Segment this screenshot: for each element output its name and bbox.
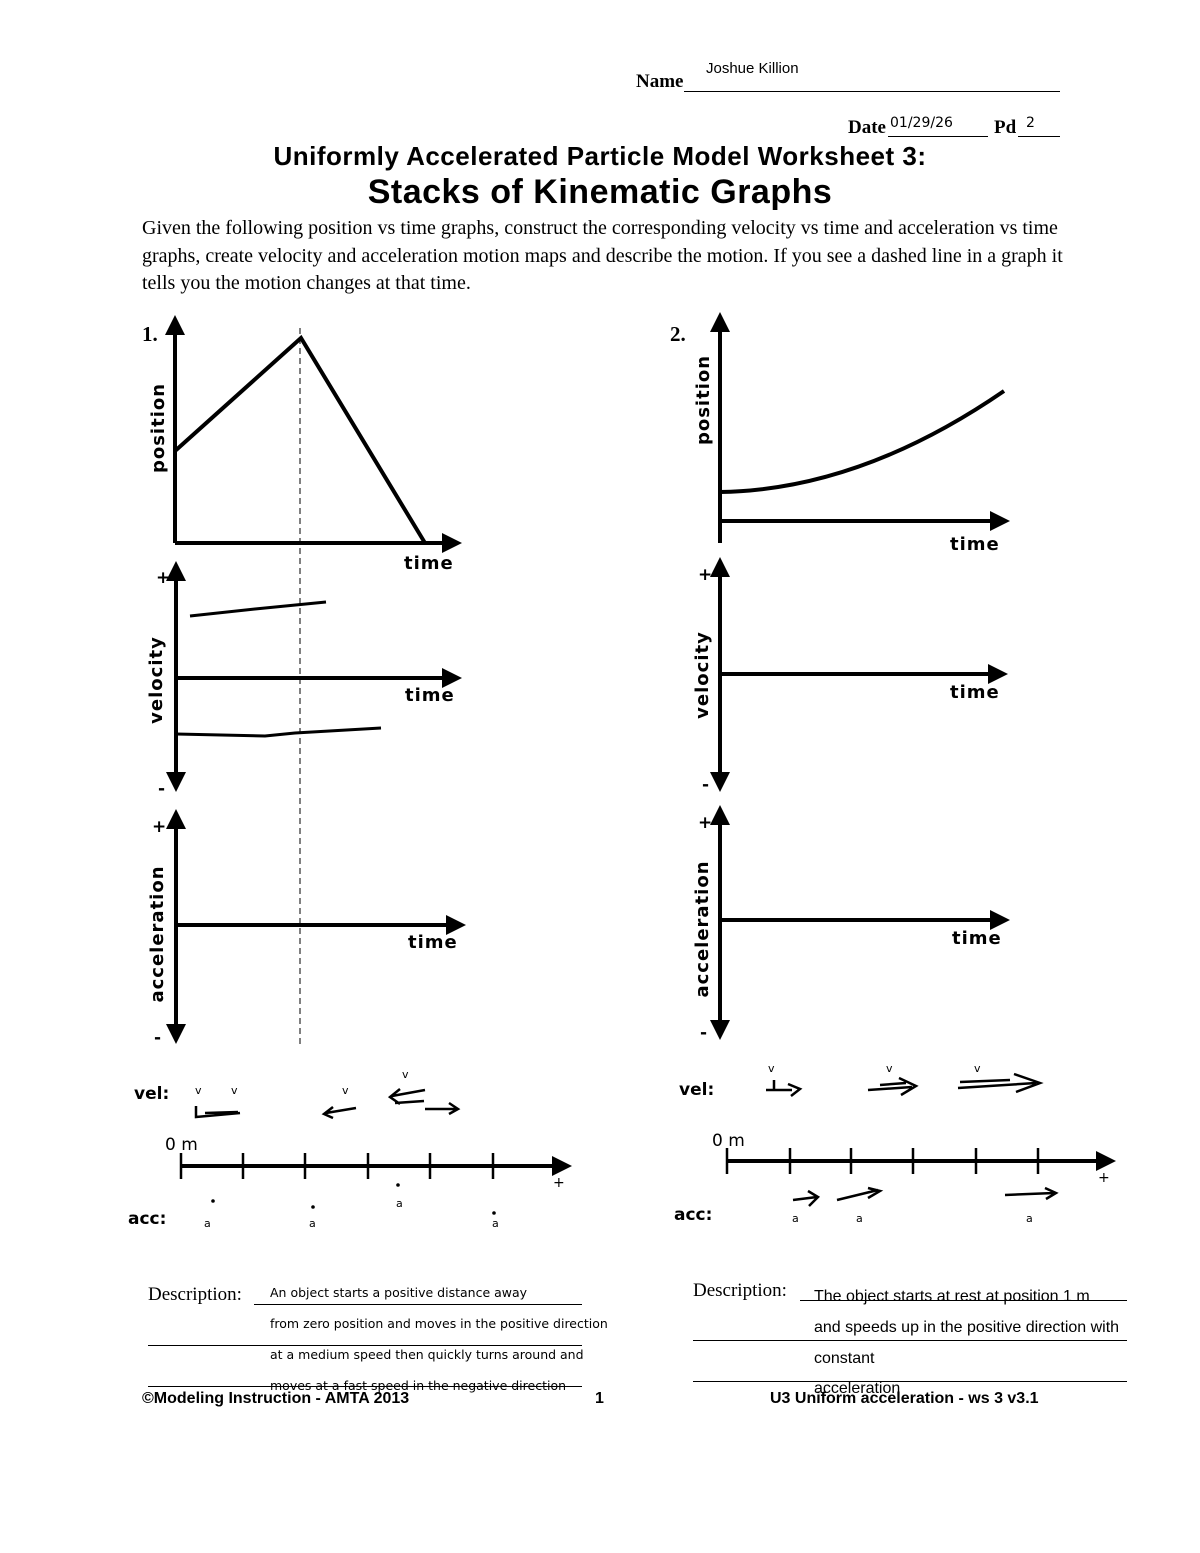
- problem-1-velocity-graph: + - velocity time: [146, 561, 462, 799]
- problem-2-position-graph: position time: [693, 312, 1010, 555]
- v-mark: v: [974, 1062, 981, 1075]
- origin-label: 0 m: [165, 1135, 198, 1155]
- v-mark: v: [231, 1084, 238, 1097]
- description-line: [693, 1340, 1127, 1341]
- v-mark: v: [768, 1062, 775, 1075]
- problem-2-motion-map: vel: acc: 0 m + v v v a a a: [674, 1062, 1116, 1225]
- time-axis-label: time: [950, 534, 1000, 555]
- velocity-vector: [387, 1088, 426, 1106]
- footer-document-id: U3 Uniform acceleration - ws 3 v3.1: [770, 1390, 1039, 1407]
- position-axis-label: position: [693, 355, 714, 445]
- name-field-line: [684, 91, 1060, 92]
- velocity-minus-label: -: [702, 775, 709, 795]
- acceleration-axis-label: acceleration: [692, 860, 713, 997]
- problem-1-position-graph: position time: [148, 315, 462, 574]
- period-field[interactable]: 2: [1026, 115, 1035, 131]
- vel-label: vel:: [679, 1080, 714, 1100]
- velocity-plus-label: +: [156, 568, 170, 588]
- problem-2-description-line-4[interactable]: acceleration: [814, 1380, 901, 1397]
- footer-copyright: ©Modeling Instruction - AMTA 2013: [142, 1390, 410, 1407]
- acceleration-plus-label: +: [152, 817, 166, 837]
- worksheet-subtitle: Stacks of Kinematic Graphs: [367, 173, 833, 211]
- position-axis-label: position: [148, 383, 169, 473]
- time-axis-label: time: [952, 928, 1002, 949]
- velocity-plus-label: +: [698, 565, 712, 585]
- time-axis-label: time: [950, 682, 1000, 703]
- acceleration-minus-label: -: [700, 1023, 707, 1043]
- vel-label: vel:: [134, 1084, 169, 1104]
- description-line: [254, 1304, 582, 1305]
- problem-2-velocity-graph: + - velocity time: [692, 557, 1008, 795]
- problem-1-acceleration-graph: + - acceleration time: [147, 809, 466, 1048]
- a-mark: a: [309, 1217, 316, 1230]
- time-axis-label: time: [405, 685, 455, 706]
- a-mark: a: [492, 1217, 499, 1230]
- problem-2-description-label: Description:: [693, 1280, 787, 1301]
- v-mark: v: [342, 1084, 349, 1097]
- acc-label: acc:: [128, 1209, 166, 1229]
- a-mark: a: [792, 1212, 799, 1225]
- problem-1-number: 1.: [142, 322, 158, 346]
- position-curve: [719, 389, 1006, 494]
- date-label: Date: [848, 117, 886, 138]
- time-axis-label: time: [404, 553, 454, 574]
- description-line: [693, 1381, 1127, 1382]
- velocity-minus-label: -: [158, 779, 165, 799]
- problem-2-description-line-3[interactable]: constant: [814, 1350, 875, 1367]
- worksheet-title: Uniformly Accelerated Particle Model Wor…: [273, 141, 927, 171]
- problem-2-number: 2.: [670, 322, 686, 346]
- problem-1-description-line-1[interactable]: An object starts a positive distance awa…: [270, 1285, 528, 1300]
- velocity-sketch-positive: [189, 600, 327, 618]
- origin-label: 0 m: [712, 1131, 745, 1151]
- a-mark: a: [204, 1217, 211, 1230]
- v-mark: v: [886, 1062, 893, 1075]
- problem-2-description-line-1[interactable]: The object starts at rest at position 1 …: [814, 1288, 1090, 1305]
- footer-page-number: 1: [595, 1390, 604, 1407]
- name-field[interactable]: Joshue Killion: [706, 60, 799, 77]
- acceleration-axis-label: acceleration: [147, 865, 168, 1002]
- a-mark: a: [1026, 1212, 1033, 1225]
- problem-2-description-line-2[interactable]: and speeds up in the positive direction …: [814, 1319, 1120, 1336]
- name-label: Name: [636, 71, 684, 92]
- velocity-vector: [321, 1106, 357, 1120]
- velocity-axis-label: velocity: [692, 631, 713, 719]
- date-field[interactable]: 01/29/26: [890, 115, 953, 131]
- problem-2-acceleration-graph: + - acceleration time: [692, 805, 1010, 1043]
- problem-1-description-line-4[interactable]: moves at a fast speed in the negative di…: [270, 1378, 567, 1393]
- velocity-axis-label: velocity: [146, 636, 167, 724]
- a-mark: a: [396, 1197, 403, 1210]
- v-mark: v: [195, 1084, 202, 1097]
- v-mark: v: [402, 1068, 409, 1081]
- velocity-vector: [425, 1101, 461, 1116]
- description-line: [148, 1345, 582, 1346]
- time-axis-label: time: [408, 932, 458, 953]
- positive-direction-label: +: [553, 1175, 565, 1191]
- a-mark: a: [856, 1212, 863, 1225]
- description-line: [148, 1386, 582, 1387]
- problem-1-motion-map: vel: acc: 0 m + v v v v a a a a: [128, 1068, 572, 1230]
- acceleration-vector: [792, 1189, 821, 1207]
- acc-label: acc:: [674, 1205, 712, 1225]
- period-label: Pd: [994, 117, 1017, 138]
- position-curve: [173, 334, 427, 545]
- problem-1-description-label: Description:: [148, 1284, 242, 1305]
- velocity-vector: [957, 1072, 1044, 1094]
- acceleration-plus-label: +: [698, 813, 712, 833]
- problem-1-description-line-2[interactable]: from zero position and moves in the posi…: [270, 1316, 608, 1331]
- positive-direction-label: +: [1098, 1170, 1110, 1186]
- velocity-vector: [766, 1080, 803, 1097]
- acceleration-vector: [1004, 1186, 1059, 1201]
- period-field-line: [1018, 136, 1060, 137]
- velocity-vector: [194, 1106, 241, 1119]
- acceleration-vector: [836, 1186, 884, 1202]
- problem-1-description-line-3[interactable]: at a medium speed then quickly turns aro…: [270, 1347, 584, 1362]
- acceleration-minus-label: -: [154, 1028, 161, 1048]
- velocity-vector: [867, 1076, 919, 1097]
- velocity-sketch-negative: [175, 726, 382, 738]
- instructions: Given the following position vs time gra…: [142, 217, 1063, 294]
- description-line: [800, 1300, 1127, 1301]
- date-field-line: [888, 136, 988, 137]
